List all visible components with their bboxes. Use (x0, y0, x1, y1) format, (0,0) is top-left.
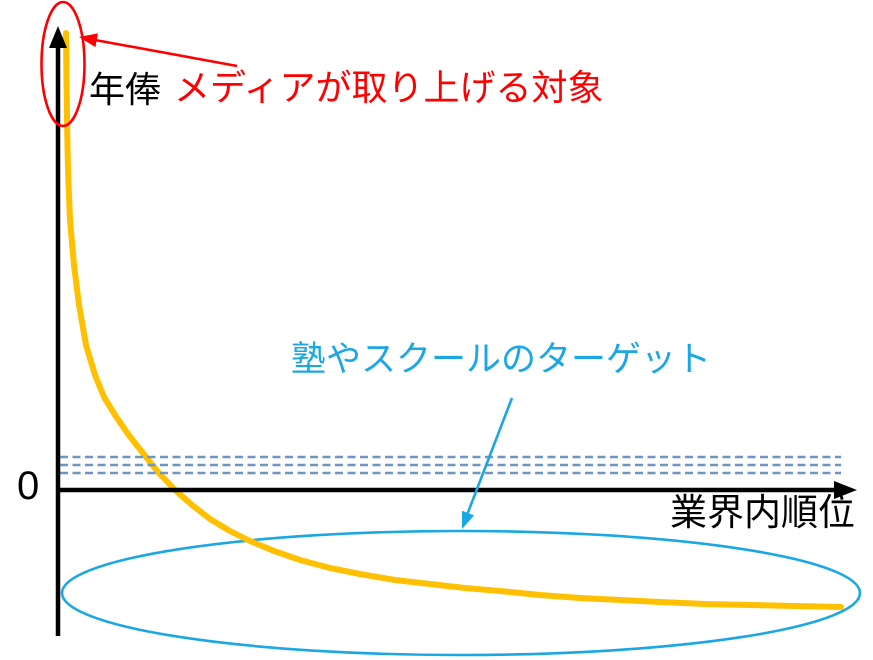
school-annotation-label: 塾やスクールのターゲット (291, 340, 712, 379)
school-target-ellipse (60, 529, 862, 657)
y-axis-label: 年俸 (89, 69, 162, 110)
media-arrowhead-icon (79, 33, 98, 48)
media-arrow-line (94, 38, 238, 68)
y-axis-arrowhead-icon (49, 26, 67, 48)
school-arrow-line (465, 397, 514, 516)
school-arrowhead-icon (462, 510, 475, 529)
media-annotation-label: メディアが取り上げる対象 (174, 67, 604, 108)
x-axis-label: 業界内順位 (670, 492, 855, 533)
threshold-dashed-lines (60, 455, 841, 475)
media-ellipse (40, 0, 86, 128)
x-axis-arrowhead-icon (834, 481, 857, 499)
salary-curve (63, 30, 844, 610)
origin-zero-label: 0 (17, 464, 40, 508)
